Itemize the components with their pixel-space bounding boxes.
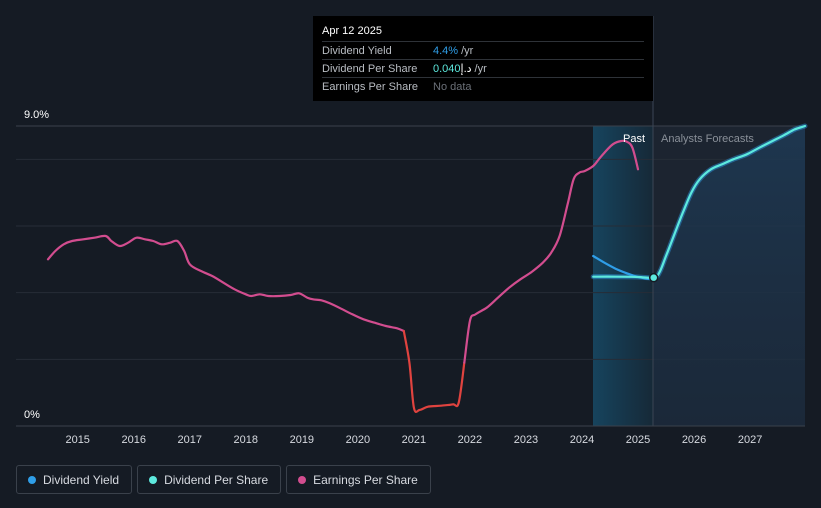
forecast-area [653,126,805,426]
x-tick-label: 2021 [402,434,426,446]
x-tick-label: 2026 [682,434,706,446]
past-label: Past [623,133,645,145]
tooltip-row-earnings-per-share: Earnings Per Share No data [322,77,644,95]
earnings-per-share-line [402,329,466,414]
legend-dot-icon [28,475,36,484]
tooltip-row-dividend-per-share: Dividend Per Share 0.040 د.إ /yr [322,59,644,77]
tooltip-value: 4.4% [433,44,459,57]
legend-item-dividend-yield[interactable]: Dividend Yield [16,465,133,494]
tooltip-date: Apr 12 2025 [322,25,382,37]
tooltip-label: Dividend Per Share [322,62,418,75]
tooltip-value: No data [433,80,472,93]
tooltip-row-dividend-yield: Dividend Yield 4.4% /yr [322,41,644,59]
x-tick-label: 2018 [234,434,258,446]
y-axis: 9.0% 0% [24,109,49,421]
highlight-dot [648,272,659,283]
x-tick-label: 2027 [738,434,762,446]
tooltip-label: Earnings Per Share [322,80,418,93]
x-tick-label: 2015 [65,434,89,446]
x-axis: 2015 2016 2017 2018 2019 2020 2021 2022 2023 2024… [65,434,762,446]
legend-item-dividend-per-share[interactable]: Dividend Per Share [137,465,282,494]
tooltip-label: Dividend Yield [322,44,392,57]
legend-label: Dividend Per Share [164,472,269,487]
y-tick-label: 9.0% [24,109,49,121]
legend-label: Dividend Yield [43,472,120,487]
x-tick-label: 2017 [178,434,202,446]
x-tick-label: 2023 [514,434,538,446]
x-tick-label: 2016 [121,434,145,446]
x-tick-label: 2025 [626,434,650,446]
tooltip-unit: /yr [461,44,474,57]
legend-item-earnings-per-share[interactable]: Earnings Per Share [286,465,431,494]
legend-dot-icon [149,475,158,484]
legend-label: Earnings Per Share [313,472,418,487]
earnings-per-share-line [46,234,405,333]
legend: Dividend Yield Dividend Per Share Earnin… [16,465,436,494]
tooltip-currency: د.إ [460,63,472,75]
earnings-per-share-line [463,139,640,364]
x-tick-label: 2019 [290,434,314,446]
x-tick-label: 2024 [570,434,594,446]
x-tick-label: 2020 [346,434,370,446]
tooltip-value: 0.040 [433,62,461,75]
tooltip-unit: /yr [474,62,487,75]
forecast-label: Analysts Forecasts [661,133,754,145]
x-tick-label: 2022 [458,434,482,446]
tooltip: Apr 12 2025 Dividend Yield 4.4% /yr Divi… [313,16,653,101]
legend-dot-icon [298,475,307,484]
y-tick-label: 0% [24,409,40,421]
